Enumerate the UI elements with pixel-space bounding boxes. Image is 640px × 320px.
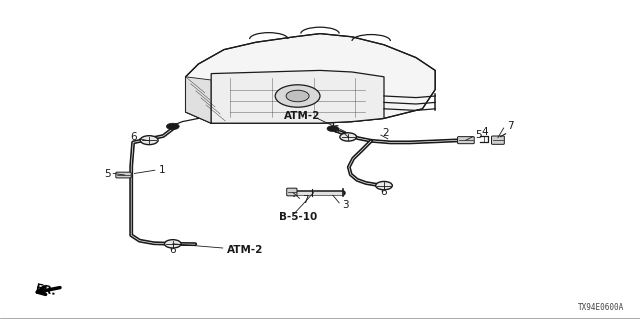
Text: 6: 6 — [333, 124, 339, 135]
Text: ATM-2: ATM-2 — [284, 111, 320, 121]
Text: FR.: FR. — [35, 283, 57, 297]
Circle shape — [327, 126, 339, 132]
Circle shape — [140, 136, 158, 145]
Text: 6: 6 — [170, 244, 176, 255]
Circle shape — [340, 133, 356, 141]
Text: 5: 5 — [476, 130, 482, 140]
Text: B-5-10: B-5-10 — [279, 212, 317, 222]
Text: 7: 7 — [507, 121, 513, 131]
Polygon shape — [211, 70, 384, 123]
Circle shape — [275, 85, 320, 107]
Circle shape — [166, 123, 179, 130]
Text: 1: 1 — [159, 165, 165, 175]
FancyBboxPatch shape — [287, 188, 297, 196]
FancyBboxPatch shape — [458, 137, 474, 144]
Text: 6: 6 — [130, 132, 136, 142]
Text: TX94E0600A: TX94E0600A — [578, 303, 624, 312]
FancyBboxPatch shape — [116, 172, 131, 178]
Polygon shape — [186, 77, 211, 123]
Text: 7: 7 — [303, 195, 309, 205]
Text: 2: 2 — [382, 128, 388, 138]
Circle shape — [164, 240, 181, 248]
Circle shape — [376, 181, 392, 190]
Text: 6: 6 — [381, 187, 387, 197]
Text: 5: 5 — [104, 169, 111, 180]
Text: 4: 4 — [482, 127, 488, 137]
Text: 3: 3 — [342, 200, 349, 210]
Circle shape — [286, 90, 309, 102]
Text: ATM-2: ATM-2 — [227, 245, 264, 255]
FancyBboxPatch shape — [492, 136, 504, 144]
Polygon shape — [186, 34, 435, 123]
